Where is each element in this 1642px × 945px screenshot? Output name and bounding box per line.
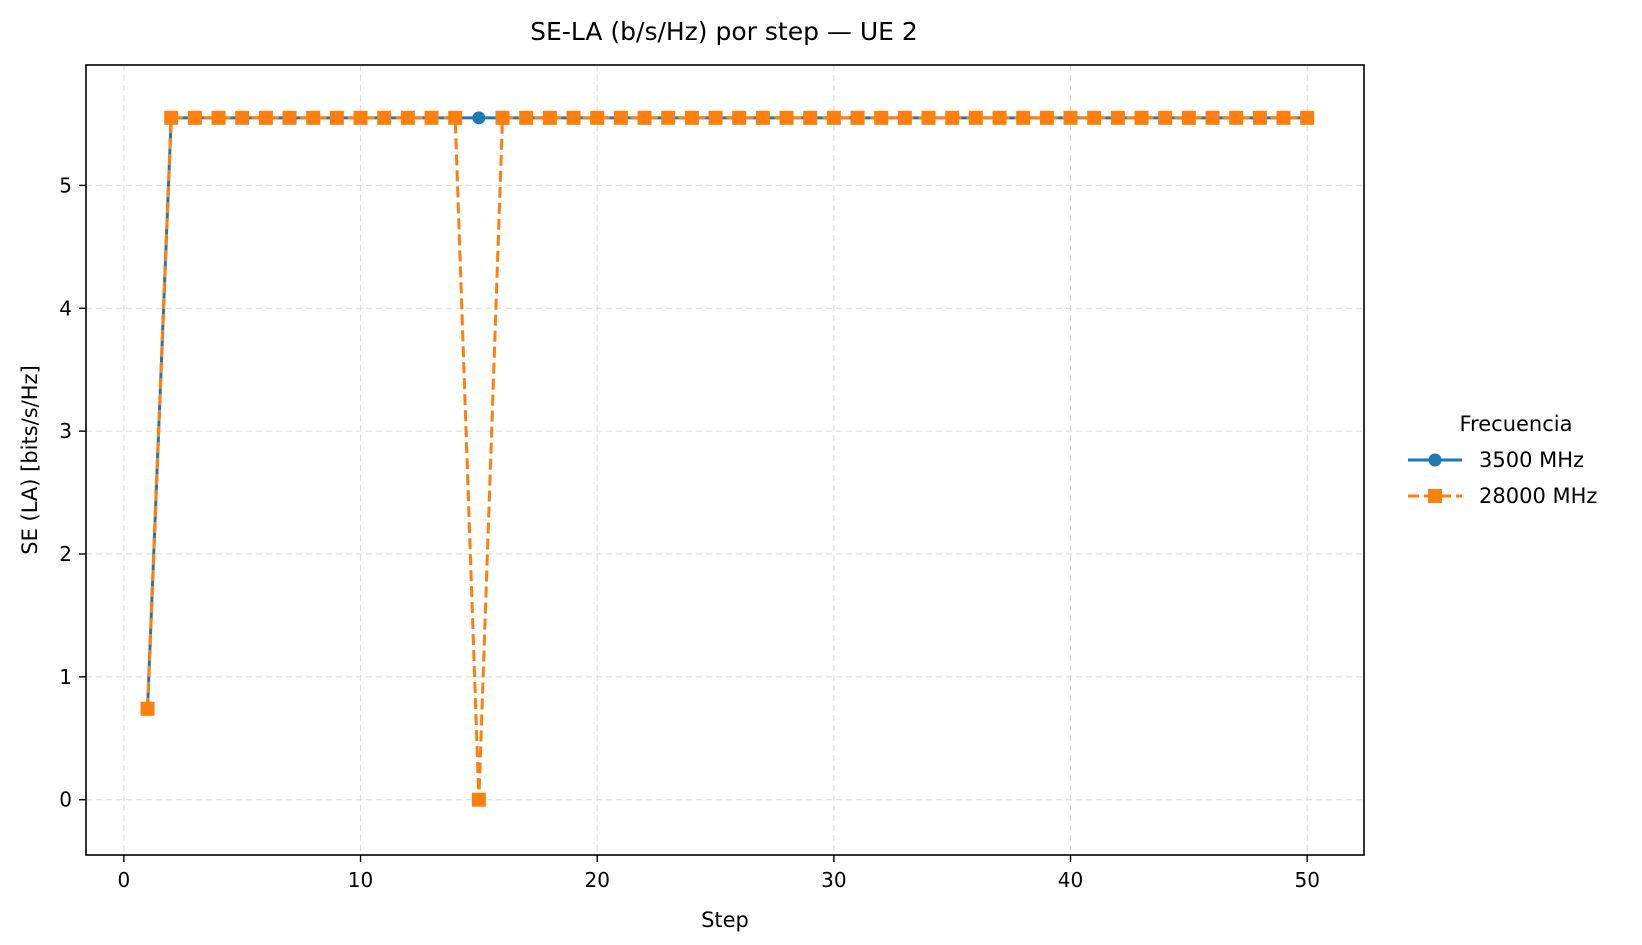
data-point-28000-mhz: [377, 110, 392, 125]
data-point-28000-mhz: [306, 110, 321, 125]
data-point-28000-mhz: [1205, 110, 1220, 125]
data-point-28000-mhz: [1300, 110, 1315, 125]
y-tick-label: 2: [59, 542, 72, 566]
data-point-28000-mhz: [211, 110, 226, 125]
data-point-28000-mhz: [779, 110, 794, 125]
data-point-28000-mhz: [448, 110, 463, 125]
chart-title: SE-LA (b/s/Hz) por step — UE 2: [530, 17, 918, 46]
data-point-28000-mhz: [992, 110, 1007, 125]
series-28000-mhz: [140, 110, 1315, 807]
grid: [86, 65, 1364, 855]
data-point-28000-mhz: [400, 110, 415, 125]
data-point-28000-mhz: [353, 110, 368, 125]
data-point-28000-mhz: [566, 110, 581, 125]
x-tick-label: 20: [584, 868, 609, 892]
data-point-28000-mhz: [235, 110, 250, 125]
y-tick-label: 0: [59, 788, 72, 812]
x-tick-label: 30: [821, 868, 846, 892]
legend-marker-28000-mhz: [1428, 489, 1442, 503]
data-point-28000-mhz: [590, 110, 605, 125]
data-point-28000-mhz: [921, 110, 936, 125]
data-point-28000-mhz: [282, 110, 297, 125]
data-point-28000-mhz: [1158, 110, 1173, 125]
data-point-28000-mhz: [1276, 110, 1291, 125]
data-point-28000-mhz: [968, 110, 983, 125]
x-tick-label: 50: [1294, 868, 1319, 892]
legend: Frecuencia 3500 MHz 28000 MHz: [1408, 412, 1597, 508]
data-point-28000-mhz: [874, 110, 889, 125]
data-point-28000-mhz: [897, 110, 912, 125]
data-point-28000-mhz: [1087, 110, 1102, 125]
x-tick-label: 0: [117, 868, 130, 892]
data-point-28000-mhz: [684, 110, 699, 125]
data-point-28000-mhz: [708, 110, 723, 125]
x-axis-label: Step: [701, 908, 749, 932]
data-point-28000-mhz: [732, 110, 747, 125]
data-point-28000-mhz: [1229, 110, 1244, 125]
data-point-28000-mhz: [471, 792, 486, 807]
legend-label-3500-mhz: 3500 MHz: [1479, 448, 1584, 472]
data-point-28000-mhz: [140, 701, 155, 716]
data-point-28000-mhz: [803, 110, 818, 125]
data-point-28000-mhz: [1252, 110, 1267, 125]
data-point-28000-mhz: [542, 110, 557, 125]
data-point-28000-mhz: [187, 110, 202, 125]
legend-entry-28000-mhz: 28000 MHz: [1408, 484, 1597, 508]
data-point-3500-mhz: [472, 111, 486, 125]
legend-entry-3500-mhz: 3500 MHz: [1408, 448, 1584, 472]
data-point-28000-mhz: [755, 110, 770, 125]
y-tick-label: 5: [59, 173, 72, 197]
data-point-28000-mhz: [1039, 110, 1054, 125]
data-point-28000-mhz: [495, 110, 510, 125]
data-point-28000-mhz: [424, 110, 439, 125]
y-tick-label: 3: [59, 419, 72, 443]
data-point-28000-mhz: [1134, 110, 1149, 125]
data-point-28000-mhz: [1110, 110, 1125, 125]
data-point-28000-mhz: [1181, 110, 1196, 125]
series-layer: [140, 110, 1315, 807]
legend-label-28000-mhz: 28000 MHz: [1479, 484, 1597, 508]
plot-frame: [85, 64, 1365, 856]
data-point-28000-mhz: [258, 110, 273, 125]
data-point-28000-mhz: [329, 110, 344, 125]
data-point-28000-mhz: [637, 110, 652, 125]
y-tick-label: 4: [59, 296, 72, 320]
y-axis-label: SE (LA) [bits/s/Hz]: [18, 365, 42, 555]
x-tick-label: 40: [1058, 868, 1083, 892]
data-point-28000-mhz: [164, 110, 179, 125]
data-point-28000-mhz: [826, 110, 841, 125]
x-tick-label: 10: [348, 868, 373, 892]
data-point-28000-mhz: [661, 110, 676, 125]
legend-marker-3500-mhz: [1428, 453, 1442, 467]
data-point-28000-mhz: [945, 110, 960, 125]
data-point-28000-mhz: [1016, 110, 1031, 125]
data-point-28000-mhz: [519, 110, 534, 125]
data-point-28000-mhz: [613, 110, 628, 125]
data-point-28000-mhz: [1063, 110, 1078, 125]
y-tick-label: 1: [59, 665, 72, 689]
data-point-28000-mhz: [850, 110, 865, 125]
legend-title: Frecuencia: [1460, 412, 1573, 436]
ticks: 0 10 20 30 40 50 0 1 2 3 4 5: [59, 173, 1320, 892]
